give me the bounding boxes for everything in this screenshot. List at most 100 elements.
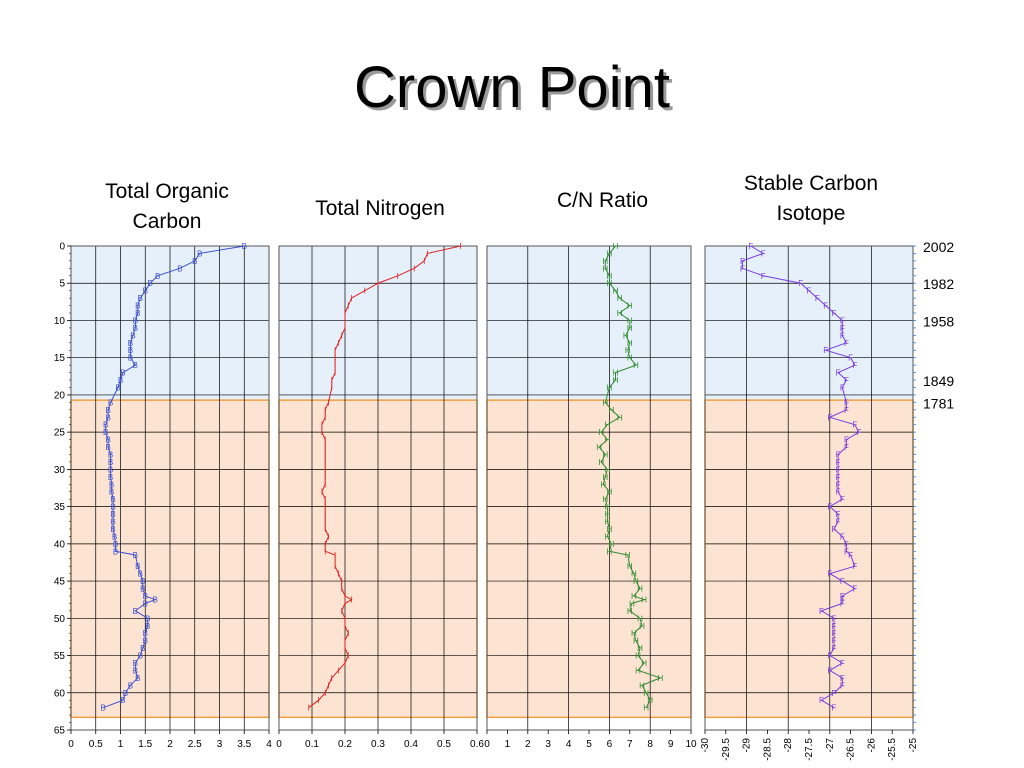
- data-point: F: [840, 599, 845, 608]
- data-point: F: [844, 406, 849, 415]
- data-point: H: [629, 599, 635, 608]
- data-point: F: [836, 369, 841, 378]
- x-tick-label: -25.5: [887, 738, 898, 761]
- data-point: H: [641, 659, 647, 668]
- data-point: I: [413, 264, 415, 273]
- data-point: B: [133, 361, 138, 370]
- data-point: H: [607, 488, 613, 497]
- data-point: F: [836, 473, 841, 482]
- data-point: I: [321, 488, 323, 497]
- data-point: H: [627, 339, 633, 348]
- data-point: B: [143, 629, 148, 638]
- x-tick-label: 3.5: [237, 739, 251, 750]
- x-tick-label: -25: [908, 738, 919, 753]
- data-point: B: [101, 704, 106, 713]
- data-point: B: [113, 540, 118, 549]
- data-point: F: [819, 607, 824, 616]
- x-tick-label: 2.5: [188, 739, 202, 750]
- data-point: F: [748, 242, 753, 251]
- x-tick-label: 0.2: [338, 739, 352, 750]
- x-tick-label: 2: [167, 739, 173, 750]
- data-point: B: [110, 518, 115, 527]
- x-tick-label: 1.5: [138, 739, 152, 750]
- data-point: F: [836, 458, 841, 467]
- data-point: F: [832, 637, 837, 646]
- data-point: F: [740, 257, 745, 266]
- data-point: F: [840, 324, 845, 333]
- data-point: I: [423, 257, 425, 266]
- data-point: H: [617, 413, 623, 422]
- data-point: I: [397, 272, 399, 281]
- data-point: I: [341, 607, 343, 616]
- data-point: I: [331, 376, 333, 385]
- data-point: I: [308, 704, 310, 713]
- series-line: [308, 245, 461, 709]
- data-point: I: [324, 436, 326, 445]
- data-point: F: [848, 354, 853, 363]
- data-point: B: [192, 257, 197, 266]
- data-point: H: [639, 681, 645, 690]
- data-point: I: [347, 302, 349, 311]
- data-point: F: [852, 421, 857, 430]
- page-title: Crown Point: [354, 55, 670, 120]
- panel-0: 0 0.5 1 1.5 2 2.5 3 3.5 405101520253035404550556…: [54, 242, 272, 751]
- x-tick-label: 0.3: [371, 739, 385, 750]
- data-point: B: [120, 369, 125, 378]
- data-point: H: [625, 346, 631, 355]
- data-point: B: [133, 659, 138, 668]
- data-point: I: [324, 473, 326, 482]
- upper-zone-band: [486, 245, 692, 401]
- x-tick-label: 10: [685, 739, 697, 750]
- data-point: H: [602, 495, 608, 504]
- data-point: I: [324, 450, 326, 459]
- data-point: I: [344, 659, 346, 668]
- data-point: B: [105, 443, 110, 452]
- data-point: I: [324, 406, 326, 415]
- data-point: I: [341, 577, 343, 586]
- data-point: I: [317, 696, 319, 705]
- x-tick-label: 3: [217, 739, 223, 750]
- x-tick-label: 1: [118, 739, 124, 750]
- data-point: I: [321, 421, 323, 430]
- data-point: H: [637, 614, 643, 623]
- data-point: F: [823, 346, 828, 355]
- panel-title-cn: C/N Ratio: [556, 189, 649, 212]
- data-point: F: [840, 383, 845, 392]
- panel-3: -30 -29.5 -29 -28.5 -28 -27.5 -27 -26.5 -26 -25.5…: [700, 242, 919, 761]
- data-point: H: [613, 287, 619, 296]
- x-tick-label: -30: [700, 738, 711, 753]
- data-point: H: [604, 510, 610, 519]
- y-tick-label: 50: [54, 614, 66, 625]
- data-point: B: [140, 644, 145, 653]
- x-tick-label: 0.5: [89, 739, 103, 750]
- data-point: I: [344, 622, 346, 631]
- data-point: I: [344, 316, 346, 325]
- series-line: [741, 245, 860, 709]
- data-point: I: [347, 629, 349, 638]
- data-point: B: [143, 592, 148, 601]
- y-tick-label: 45: [54, 577, 66, 588]
- data-point: H: [627, 316, 633, 325]
- data-point: I: [344, 599, 346, 608]
- data-point: I: [341, 331, 343, 340]
- data-point: H: [613, 376, 619, 385]
- data-point: B: [133, 607, 138, 616]
- data-point: I: [324, 413, 326, 422]
- page-title-shadow: Crown Point: [357, 58, 673, 123]
- y-tick-label: 15: [54, 353, 66, 364]
- data-point: H: [637, 644, 643, 653]
- data-point: H: [627, 324, 633, 333]
- y-tick-label: 55: [54, 651, 66, 662]
- data-point: B: [135, 302, 140, 311]
- data-point: F: [856, 428, 861, 437]
- data-point: H: [607, 383, 613, 392]
- data-point: B: [108, 465, 113, 474]
- x-tick-label: 7: [627, 739, 633, 750]
- data-point: F: [840, 596, 845, 605]
- data-point: I: [324, 510, 326, 519]
- x-tick-label: -28.5: [762, 738, 773, 761]
- data-point: I: [341, 585, 343, 594]
- data-point: H: [602, 398, 608, 407]
- data-point: H: [604, 532, 610, 541]
- data-point: B: [177, 264, 182, 273]
